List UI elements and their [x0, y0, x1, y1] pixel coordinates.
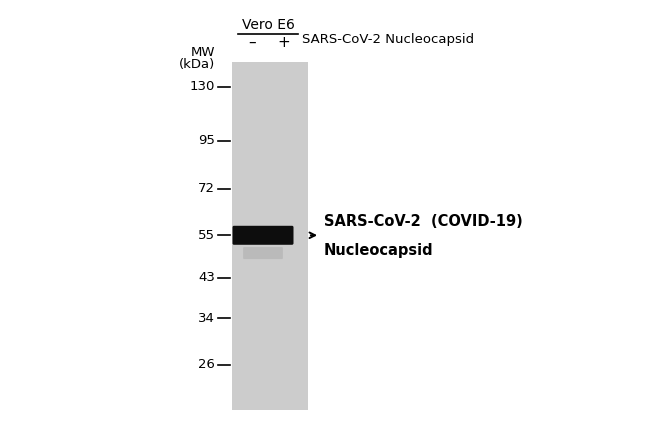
- Text: 43: 43: [198, 271, 215, 284]
- Text: SARS-CoV-2 Nucleocapsid: SARS-CoV-2 Nucleocapsid: [302, 33, 474, 46]
- FancyBboxPatch shape: [243, 247, 283, 259]
- Text: Nucleocapsid: Nucleocapsid: [324, 243, 434, 258]
- Text: MW: MW: [190, 46, 215, 59]
- Text: 130: 130: [190, 80, 215, 93]
- Text: +: +: [278, 35, 291, 50]
- Text: (kDa): (kDa): [179, 58, 215, 71]
- Text: Vero E6: Vero E6: [242, 18, 294, 32]
- FancyBboxPatch shape: [233, 226, 294, 245]
- Text: 55: 55: [198, 229, 215, 242]
- Bar: [232, 62, 308, 410]
- Text: 34: 34: [198, 312, 215, 325]
- Text: 95: 95: [198, 134, 215, 147]
- Text: –: –: [248, 35, 256, 50]
- Text: SARS-CoV-2  (COVID-19): SARS-CoV-2 (COVID-19): [324, 214, 523, 229]
- Text: 72: 72: [198, 182, 215, 195]
- Text: 26: 26: [198, 358, 215, 371]
